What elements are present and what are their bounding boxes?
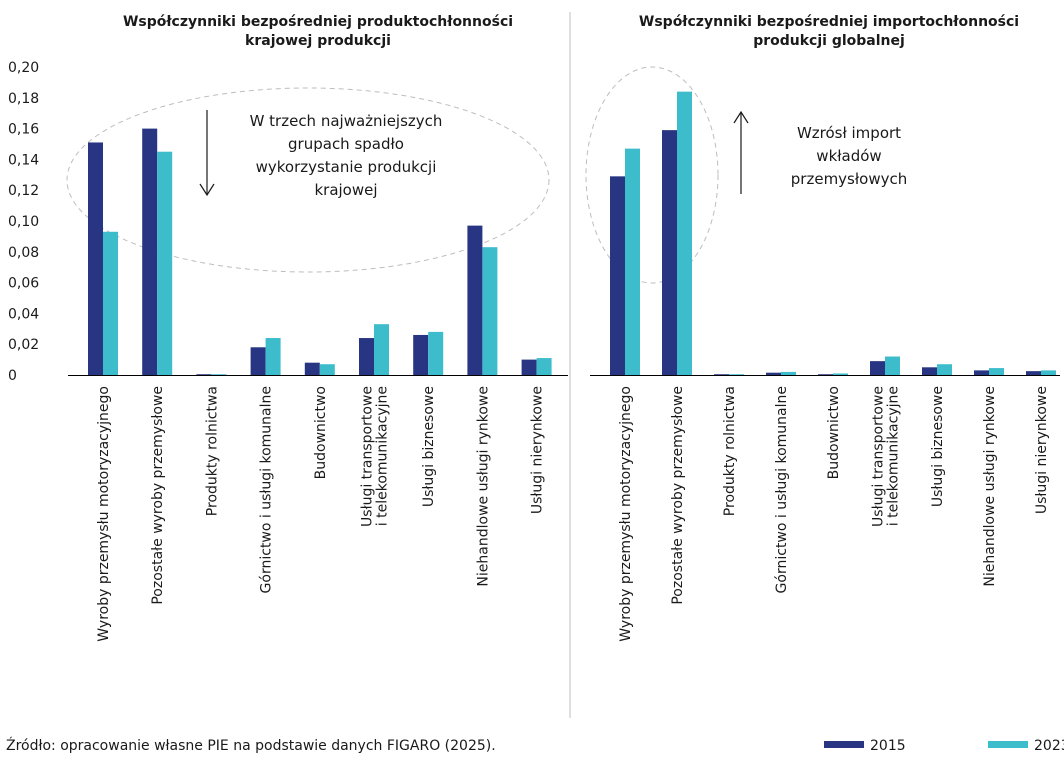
chart-title: produkcji globalnej [753, 33, 905, 49]
bar-2023 [374, 324, 389, 375]
bar-2015 [922, 367, 937, 375]
category-label: Wyroby przemysłu motoryzacyjnego [96, 386, 112, 642]
bar-2015 [142, 128, 158, 375]
chart-title: krajowej produkcji [245, 33, 391, 49]
ellipse-layer [66, 66, 719, 284]
bar-2023 [103, 231, 118, 375]
annotation-text: wkładów [816, 147, 881, 165]
bar-2023 [781, 371, 796, 375]
bar-2023 [885, 356, 900, 375]
category-label: Budownictwo [826, 386, 842, 479]
category-label: Usługi biznesowe [930, 386, 946, 507]
category-label: i telekomunikacyjne [886, 386, 902, 526]
legend-label: 2015 [870, 738, 906, 754]
source-note: Źródło: opracowanie własne PIE na podsta… [6, 736, 496, 754]
bar-2015 [870, 361, 885, 375]
bar-2015 [521, 359, 537, 375]
bar-2015 [974, 370, 989, 375]
y-tick-label: 0,16 [8, 122, 39, 138]
legend-label: 2023 [1034, 738, 1064, 754]
annotation-text: Wzrósł import [797, 124, 901, 142]
y-tick-label: 0,06 [8, 276, 39, 292]
category-label: Górnictwo i usługi komunalne [774, 386, 790, 593]
down-arrow-head-icon [199, 183, 215, 197]
bar-2015 [88, 142, 103, 375]
bar-2015 [413, 334, 429, 375]
category-label: Produkty rolnictwa [204, 386, 220, 516]
legend-swatch-2023 [988, 741, 1028, 748]
bar-2015 [304, 362, 320, 375]
y-tick-label: 0,12 [8, 183, 39, 199]
category-label: Usługi nierynkowe [530, 386, 546, 514]
bar-2023 [937, 364, 952, 375]
bars-layer [88, 91, 1056, 375]
y-tick-label: 0,18 [8, 91, 39, 107]
annotation-text: przemysłowych [791, 170, 907, 188]
chart-title: Współczynniki bezpośredniej produktochło… [123, 14, 513, 30]
bar-2023 [989, 368, 1004, 375]
category-label: Wyroby przemysłu motoryzacyjnego [618, 386, 634, 642]
annotation-text: wykorzystanie produkcji [256, 158, 437, 176]
category-label: Niehandlowe usługi rynkowe [475, 386, 491, 587]
y-tick-label: 0,02 [8, 337, 39, 353]
legend-swatch-2015 [824, 741, 864, 748]
bar-2023 [729, 374, 744, 375]
bar-2015 [610, 176, 625, 375]
category-label: Pozostałe wyroby przemysłowe [150, 386, 166, 605]
category-label: Usługi biznesowe [421, 386, 437, 507]
category-label: Budownictwo [313, 386, 329, 479]
y-tick-label: 0,10 [8, 214, 39, 230]
category-label: Usługi transportowe [360, 386, 376, 527]
bar-2015 [818, 374, 833, 375]
bar-2015 [662, 130, 677, 375]
annotation-text: grupach spadło [288, 135, 404, 153]
bar-2015 [467, 225, 483, 375]
bar-2015 [250, 347, 266, 375]
bar-2023 [211, 374, 227, 375]
up-arrow-head-icon [733, 110, 749, 124]
bar-2023 [157, 151, 173, 375]
y-tick-label: 0,04 [8, 306, 39, 322]
bar-2023 [536, 358, 552, 375]
category-label: Usługi transportowe [871, 386, 887, 527]
bar-2023 [833, 373, 848, 375]
bar-2023 [625, 148, 640, 375]
legend: 2015 2023 [824, 738, 1064, 754]
bar-2023 [482, 247, 498, 375]
chart-title: Współczynniki bezpośredniej importochłon… [639, 14, 1019, 30]
bar-2023 [677, 91, 692, 375]
bar-2015 [196, 374, 212, 375]
category-label: Pozostałe wyroby przemysłowe [670, 386, 686, 605]
category-label: Usługi nierynkowe [1034, 386, 1050, 514]
annotation-ellipse-left [66, 87, 550, 273]
annotation-text: krajowej [314, 181, 377, 199]
annotation-ellipse-right [585, 66, 719, 284]
text-layer: 0,20 0,18 0,16 0,14 0,12 0,10 0,08 0,06 0,04 0,02… [8, 14, 1050, 642]
category-label: Górnictwo i usługi komunalne [259, 386, 275, 593]
bar-2015 [359, 338, 374, 375]
y-tick-label: 0,20 [8, 60, 39, 76]
category-label: Produkty rolnictwa [722, 386, 738, 516]
annotation-text: W trzech najważniejszych [250, 112, 443, 130]
bar-2023 [428, 331, 444, 375]
bar-2023 [319, 364, 335, 375]
bar-2015 [1026, 371, 1041, 375]
category-label: Niehandlowe usługi rynkowe [982, 386, 998, 587]
bar-2023 [265, 338, 281, 375]
y-tick-label: 0 [8, 368, 17, 384]
y-tick-label: 0,08 [8, 245, 39, 261]
category-label: i telekomunikacyjne [375, 386, 391, 526]
bar-2015 [766, 372, 781, 375]
y-tick-label: 0,14 [8, 152, 39, 168]
bar-2015 [714, 374, 729, 375]
bar-2023 [1041, 370, 1056, 375]
